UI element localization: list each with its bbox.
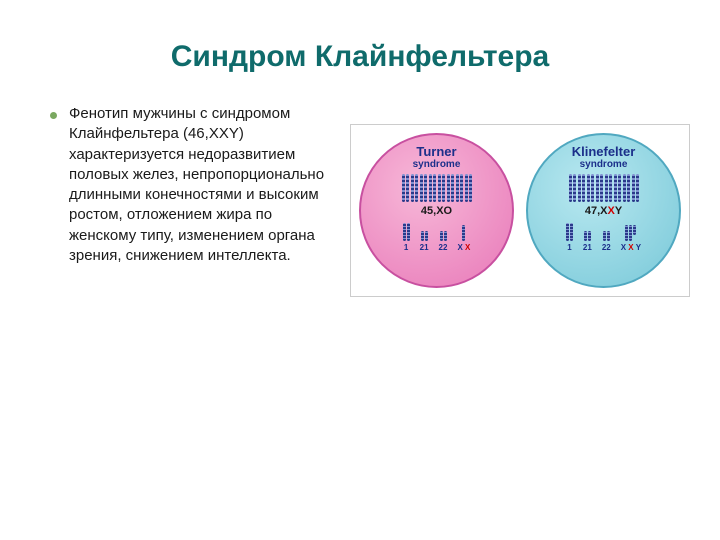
slide-title: Синдром Клайнфельтера bbox=[50, 40, 670, 74]
circle-title: Klinefelter bbox=[572, 145, 636, 159]
karyotype-label: 47,XXY bbox=[585, 205, 622, 217]
chromosome-row-small: 1 21 22 X X Y bbox=[566, 223, 641, 252]
bullet-icon bbox=[50, 112, 57, 119]
bullet-text: Фенотип мужчины с синдромом Клайнфельтер… bbox=[69, 104, 330, 266]
turner-circle: Turnersyndrome 45,XO 1 21 22 X X bbox=[359, 133, 514, 288]
text-column: Фенотип мужчины с синдромом Клайнфельтер… bbox=[50, 104, 330, 297]
diagram-column: Turnersyndrome45,XO12122X XKlinefeltersy… bbox=[350, 104, 690, 297]
chromosome-label: 1 bbox=[404, 243, 408, 252]
chromosome-group: 22 bbox=[602, 231, 611, 252]
chromosome-group: 22 bbox=[439, 231, 448, 252]
chromosome-group: 21 bbox=[583, 231, 592, 252]
chromosome-row-small: 1 21 22 X X bbox=[403, 223, 471, 252]
chromosome-label: 21 bbox=[583, 243, 592, 252]
chromosome-row-large bbox=[569, 174, 639, 202]
karyotype-diagram: Turnersyndrome45,XO12122X XKlinefeltersy… bbox=[350, 124, 690, 297]
chromosome-group: 1 bbox=[403, 223, 410, 252]
chromosome-label: 22 bbox=[602, 243, 611, 252]
chromosome-group: X X bbox=[457, 225, 470, 252]
chromosome-label: X X Y bbox=[621, 243, 641, 252]
chromosome-group: 21 bbox=[420, 231, 429, 252]
karyotype-label: 45,XO bbox=[421, 205, 452, 217]
klinefelter-circle: Klinefeltersyndrome 47,XXY 1 21 22 X X Y bbox=[526, 133, 681, 288]
circle-title: Turner bbox=[416, 145, 456, 159]
circle-subtitle: syndrome bbox=[580, 159, 628, 170]
chromosome-row-large bbox=[402, 174, 472, 202]
circle-subtitle: syndrome bbox=[413, 159, 461, 170]
chromosome-group: X X Y bbox=[621, 225, 641, 252]
chromosome-label: 1 bbox=[567, 243, 571, 252]
chromosome-label: X X bbox=[457, 243, 470, 252]
bullet-item: Фенотип мужчины с синдромом Клайнфельтер… bbox=[50, 104, 330, 266]
chromosome-group: 1 bbox=[566, 223, 573, 252]
chromosome-label: 22 bbox=[439, 243, 448, 252]
slide: Синдром Клайнфельтера Фенотип мужчины с … bbox=[0, 0, 720, 540]
content-row: Фенотип мужчины с синдромом Клайнфельтер… bbox=[50, 104, 670, 297]
chromosome-label: 21 bbox=[420, 243, 429, 252]
